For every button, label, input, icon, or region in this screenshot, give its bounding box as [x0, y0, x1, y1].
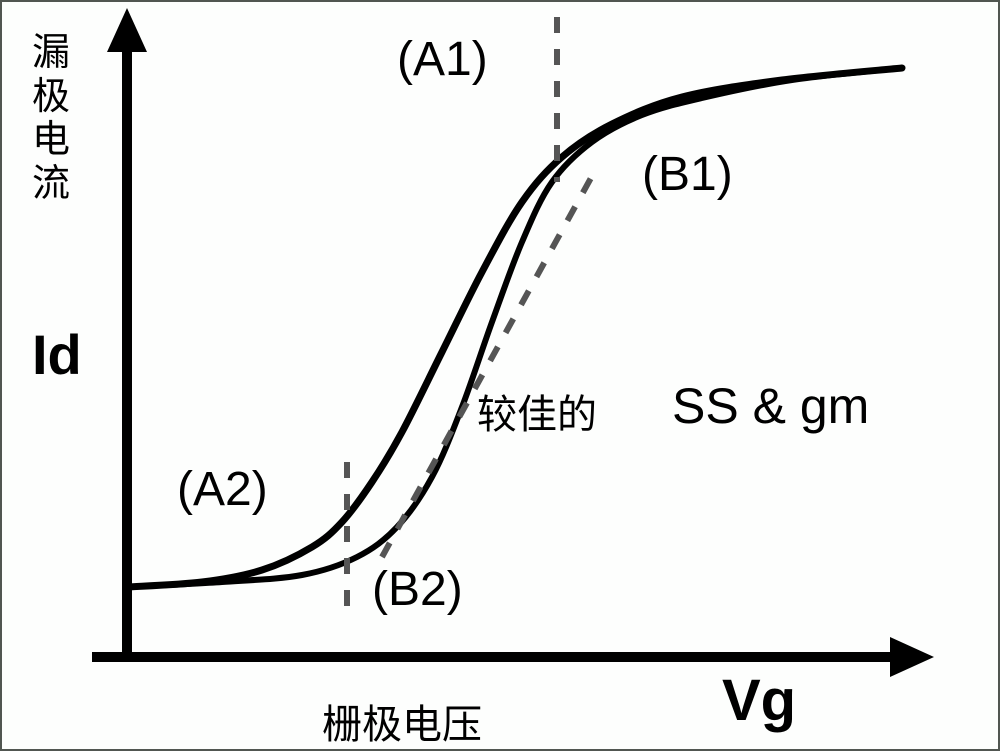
label-better-cn: 较佳的 — [477, 382, 597, 440]
label-a1: (A1) — [397, 32, 488, 87]
y-axis-label-en: Id — [32, 322, 82, 387]
label-ss-gm: SS & gm — [672, 377, 869, 435]
x-axis-label-en: Vg — [722, 667, 796, 734]
x-axis-arrow — [890, 637, 934, 677]
y-axis-label-cn: 漏 极 电 流 — [32, 32, 72, 207]
y-cn-2: 极 — [32, 76, 70, 118]
y-axis-arrow — [107, 8, 147, 52]
y-cn-4: 流 — [32, 163, 70, 205]
chart-container: 漏 极 电 流 Id 栅极电压 Vg (A1) (B1) (A2) (B2) 较… — [0, 0, 1000, 751]
y-cn-1: 漏 — [32, 32, 70, 74]
y-cn-3: 电 — [32, 119, 70, 161]
label-b1: (B1) — [642, 147, 733, 202]
x-axis-label-cn: 栅极电压 — [322, 692, 482, 750]
label-b2: (B2) — [372, 562, 463, 617]
label-a2: (A2) — [177, 462, 268, 517]
dash-line-slope — [382, 167, 597, 557]
